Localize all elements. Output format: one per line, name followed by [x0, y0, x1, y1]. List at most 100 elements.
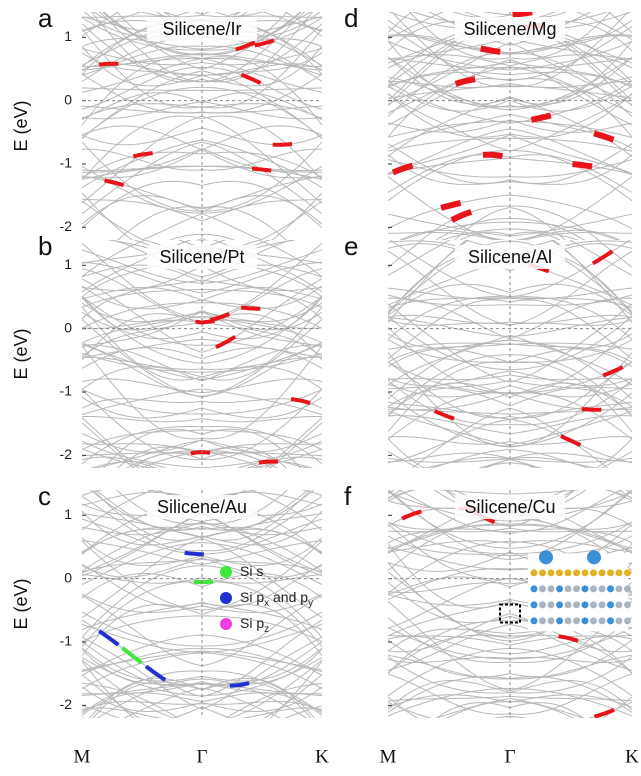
highlight [573, 470, 593, 477]
atom [607, 569, 614, 576]
y-tick-label: -1 [60, 383, 73, 399]
atom [539, 569, 546, 576]
band [82, 472, 322, 488]
atom [599, 569, 606, 576]
highlight [573, 164, 593, 167]
highlight [159, 482, 178, 491]
atom [624, 617, 631, 624]
highlight [185, 553, 204, 554]
highlight [513, 12, 533, 14]
y-tick-label: -2 [60, 446, 73, 462]
highlight [464, 724, 484, 726]
highlight [99, 64, 118, 65]
atom [548, 569, 555, 576]
atom [599, 601, 606, 608]
highlight [273, 144, 292, 145]
x-label: K [625, 746, 639, 767]
band [388, 460, 632, 501]
atom [624, 601, 631, 608]
highlight [252, 169, 271, 171]
y-tick-label: -2 [60, 218, 73, 234]
atom [548, 617, 555, 624]
y-tick-label: -1 [60, 633, 73, 649]
atom [590, 617, 597, 624]
band [82, 481, 322, 488]
y-tick-label: 1 [64, 28, 72, 44]
band [388, 479, 632, 498]
legend-dot [220, 618, 232, 630]
atom [624, 569, 631, 576]
atom [582, 585, 589, 592]
legend-part: and p [269, 589, 308, 605]
highlight [483, 155, 503, 156]
legend-part: z [264, 624, 269, 635]
highlight [594, 133, 614, 139]
atom [548, 585, 555, 592]
atom [539, 585, 546, 592]
atom [556, 617, 563, 624]
atom [556, 585, 563, 592]
highlight [444, 479, 464, 485]
atom [573, 569, 580, 576]
legend-part: Si p [240, 615, 264, 631]
band [388, 432, 632, 466]
highlight [593, 251, 613, 263]
y-tick-label: 1 [64, 506, 72, 522]
atom [607, 601, 614, 608]
panel-letter: d [344, 3, 358, 33]
y-axis-label: E (eV) [11, 578, 31, 629]
atom [616, 585, 623, 592]
highlight [582, 409, 602, 410]
atom [573, 617, 580, 624]
y-axis-label: E (eV) [11, 328, 31, 379]
band [82, 116, 322, 203]
legend-part: Si p [240, 589, 264, 605]
panel-letter: f [344, 481, 352, 511]
band [388, 469, 632, 492]
atom [573, 601, 580, 608]
highlight [441, 203, 461, 208]
highlight [191, 452, 210, 453]
highlight [393, 166, 413, 173]
atom [565, 569, 572, 576]
atom [590, 569, 597, 576]
y-tick-label: 0 [64, 319, 72, 335]
y-tick-label: 1 [64, 256, 72, 272]
legend-part: y [308, 598, 313, 609]
atom [587, 550, 601, 564]
band [388, 720, 632, 747]
legend-label: Si px and py [240, 589, 313, 609]
panel-letter: a [38, 3, 53, 33]
legend-label: Si pz [240, 615, 269, 635]
atom [573, 585, 580, 592]
highlight [133, 153, 152, 156]
atom [565, 585, 572, 592]
highlight [291, 399, 310, 403]
atom [565, 617, 572, 624]
band [82, 389, 322, 459]
panel-title: Silicene/Pt [159, 247, 244, 267]
atom [590, 601, 597, 608]
highlight [105, 180, 124, 185]
band [388, 0, 632, 8]
band [82, 706, 322, 740]
atom [531, 617, 538, 624]
band [388, 473, 632, 499]
atom [599, 585, 606, 592]
atom [531, 601, 538, 608]
atom [556, 601, 563, 608]
highlight [241, 75, 260, 83]
atom [607, 617, 614, 624]
atom [531, 585, 538, 592]
x-label: M [74, 746, 91, 767]
legend-dot [220, 566, 232, 578]
panel-letter: e [344, 231, 358, 261]
panel-letter: b [38, 231, 52, 261]
panel-title: Silicene/Au [157, 497, 247, 517]
highlight [220, 469, 239, 479]
x-label: Γ [505, 746, 516, 767]
highlight [259, 462, 278, 463]
panel-title: Silicene/Al [468, 247, 552, 267]
panel-title: Silicene/Cu [464, 497, 555, 517]
atom [624, 585, 631, 592]
